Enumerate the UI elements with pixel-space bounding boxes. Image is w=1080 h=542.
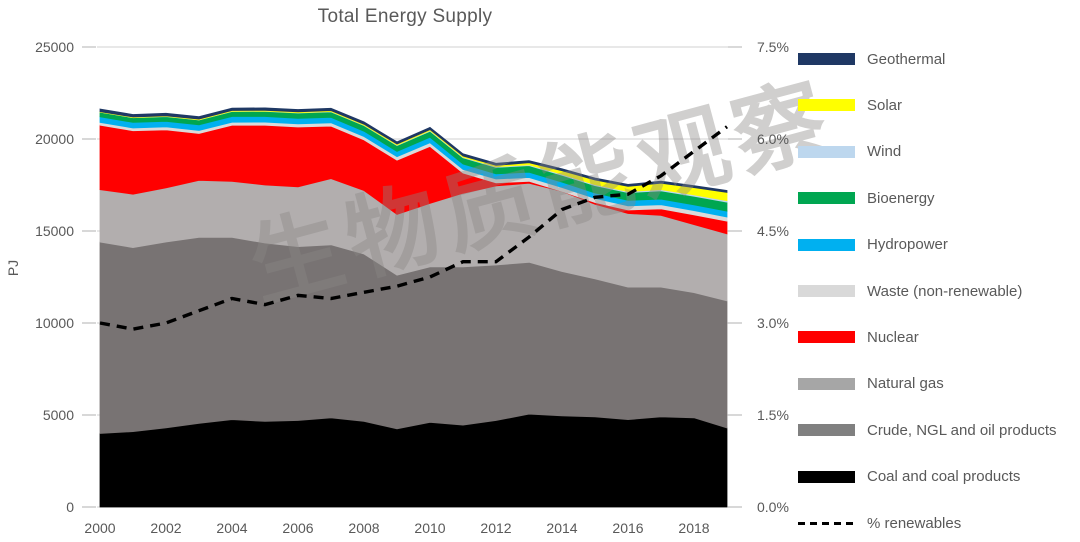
renewables-dashed-line [99,125,729,331]
area-geo [99,107,728,193]
